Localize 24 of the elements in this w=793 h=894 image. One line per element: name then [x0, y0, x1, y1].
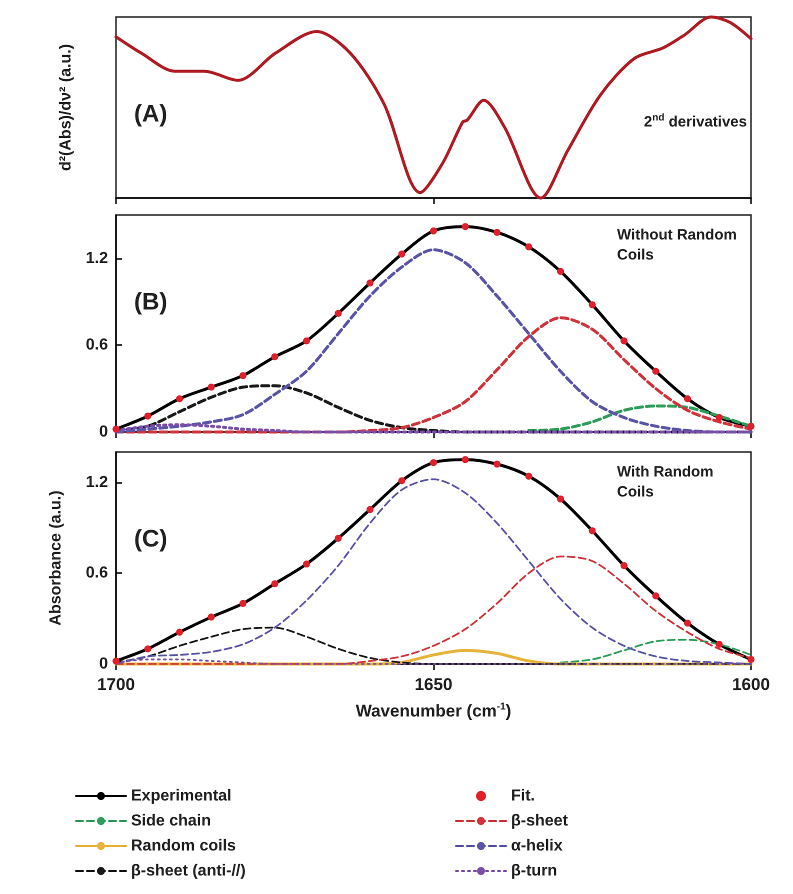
legend-label: α-helix — [511, 838, 563, 854]
legend-label: Fit. — [511, 788, 535, 804]
legend-label: β-sheet — [511, 812, 569, 830]
x-tick-label: 1650 — [414, 675, 452, 694]
y-axis-title: d²(Abs)/dν² (a.u.) — [58, 44, 74, 172]
annotation: (A) — [134, 100, 168, 128]
y-tick-label: 0.6 — [86, 564, 108, 582]
legend-label: Experimental — [131, 788, 232, 804]
y-tick-label: 0 — [99, 656, 108, 672]
legend-label: β-sheet (anti-//) — [131, 862, 246, 880]
legend-label: Random coils — [131, 838, 236, 854]
annotation: (B) — [134, 288, 168, 316]
x-tick-label: 1600 — [732, 675, 770, 694]
annotation: (C) — [134, 526, 168, 552]
legend-label: β-turn — [511, 862, 558, 880]
y-tick-label: 0 — [99, 424, 108, 440]
x-tick-label: 1700 — [97, 675, 135, 694]
y-axis-title: Absorbance (a.u.) — [48, 490, 64, 626]
annotation: Without Random Coils — [617, 226, 742, 264]
y-tick-label: 0.6 — [86, 336, 108, 354]
y-tick-label: 1.2 — [86, 474, 108, 491]
legend-label: Side chain — [131, 812, 212, 830]
y-tick-label: 1.2 — [86, 250, 108, 267]
annotation: With Random Coils — [617, 464, 718, 500]
